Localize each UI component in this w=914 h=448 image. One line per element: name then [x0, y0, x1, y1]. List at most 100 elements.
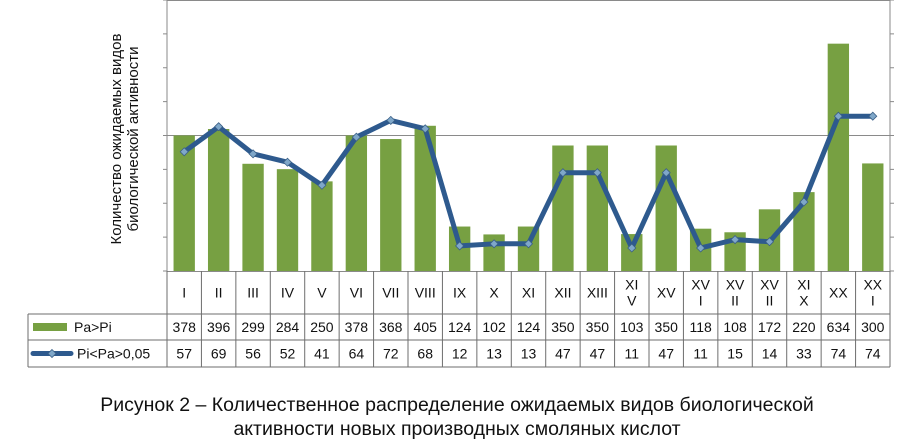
- data-label-pi-pa: 56: [245, 346, 261, 362]
- x-tick-label: XX: [829, 285, 848, 301]
- bar-2: [207, 129, 230, 271]
- data-label-pa-pi: 634: [827, 319, 851, 335]
- data-label-pi-pa: 47: [658, 346, 674, 362]
- point-7: [386, 115, 396, 125]
- data-label-pa-pi: 350: [655, 319, 679, 335]
- x-tick-label: XI X: [797, 277, 810, 309]
- data-label-pi-pa: 33: [796, 346, 812, 362]
- x-tick-label: VII: [382, 285, 399, 301]
- x-tick-label-line: V: [317, 285, 327, 301]
- x-tick-label-line: XV: [691, 277, 710, 293]
- data-label-pa-pi: 378: [345, 319, 369, 335]
- x-tick-label-line: XV: [760, 277, 779, 293]
- point-6: [351, 132, 361, 142]
- data-label-pa-pi: 172: [758, 319, 782, 335]
- point-20: [833, 111, 843, 121]
- x-tick-label-line: II: [766, 293, 774, 309]
- x-tick-label-line: XI: [625, 277, 638, 293]
- point-13: [592, 168, 602, 178]
- point-15: [661, 168, 671, 178]
- point-10: [489, 239, 499, 249]
- data-label-pi-pa: 12: [452, 346, 468, 362]
- data-label-pa-pi: 405: [414, 319, 438, 335]
- data-label-pi-pa: 52: [280, 346, 296, 362]
- data-label-pa-pi: 368: [379, 319, 403, 335]
- bar-7: [380, 139, 402, 271]
- data-label-pa-pi: 284: [276, 319, 300, 335]
- bar-6: [345, 135, 368, 271]
- point-5: [317, 180, 327, 190]
- x-tick-label: V: [317, 285, 327, 301]
- x-tick-label-line: II: [731, 293, 739, 309]
- x-tick-label: XV I: [691, 277, 710, 309]
- x-tick-label-line: X: [799, 293, 809, 309]
- data-label-pa-pi: 124: [448, 319, 472, 335]
- legend-label-pa-pi: Pa>Pi: [74, 319, 112, 335]
- x-tick-label: IX: [453, 285, 467, 301]
- data-label-pa-pi: 103: [620, 319, 644, 335]
- x-tick-label-line: V: [627, 293, 637, 309]
- x-tick-label-line: XI: [522, 285, 535, 301]
- point-11: [523, 239, 534, 249]
- y-axis-label-box: Количество ожидаемых видов биологической…: [94, 8, 156, 270]
- data-table: I II III IV V VI VII VIII IX X XI XII XIII XI V XV XV IXV…: [27, 271, 891, 368]
- x-tick-label-line: IV: [281, 285, 295, 301]
- line-series-pi-pa: [179, 111, 878, 253]
- data-label-pi-pa: 57: [176, 346, 192, 362]
- bar-1: [173, 135, 195, 271]
- bar-5: [311, 181, 333, 271]
- data-label-pa-pi: 124: [517, 319, 541, 335]
- x-tick-label-line: XX: [829, 285, 848, 301]
- data-label-pa-pi: 299: [241, 319, 265, 335]
- x-tick-label-line: III: [247, 285, 259, 301]
- chart: I II III IV V VI VII VIII IX X XI XII XIII XI V XV XV IXV…: [27, 0, 894, 368]
- point-14: [627, 243, 637, 253]
- x-tick-label-line: IX: [453, 285, 467, 301]
- data-label-pa-pi: 350: [551, 319, 575, 335]
- data-label-pa-pi: 108: [723, 319, 747, 335]
- data-label-pa-pi: 350: [586, 319, 610, 335]
- x-tick-label: XII: [554, 285, 571, 301]
- point-17: [730, 235, 740, 245]
- point-19: [799, 197, 809, 207]
- data-label-pi-pa: 68: [417, 346, 433, 362]
- x-tick-label: XX I: [863, 277, 882, 309]
- bar-13: [586, 145, 609, 271]
- data-label-pi-pa: 47: [590, 346, 606, 362]
- data-label-pi-pa: 41: [314, 346, 330, 362]
- point-3: [248, 149, 258, 159]
- point-12: [558, 168, 568, 178]
- x-tick-label: IV: [281, 285, 295, 301]
- data-label-pa-pi: 220: [792, 319, 816, 335]
- x-tick-label-line: XV: [726, 277, 745, 293]
- x-tick-label-line: XI: [797, 277, 810, 293]
- bar-12: [552, 145, 574, 271]
- x-tick-label: XV II: [726, 277, 745, 309]
- x-tick-label: XI: [522, 285, 535, 301]
- bar-4: [276, 169, 299, 271]
- x-tick-label-line: VIII: [415, 285, 436, 301]
- data-label-pa-pi: 378: [173, 319, 197, 335]
- data-label-pi-pa: 13: [521, 346, 537, 362]
- data-label-pa-pi: 300: [861, 319, 885, 335]
- x-tick-label: II: [215, 285, 223, 301]
- x-tick-label-line: I: [699, 293, 703, 309]
- data-label-pi-pa: 64: [349, 346, 365, 362]
- point-21: [868, 111, 878, 121]
- x-tick-label: XV II: [760, 277, 779, 309]
- bar-15: [655, 145, 677, 271]
- x-tick-label: VI: [350, 285, 363, 301]
- data-label-pi-pa: 14: [762, 346, 778, 362]
- bar-3: [242, 163, 264, 271]
- x-tick-label-line: XV: [657, 285, 676, 301]
- data-label-pi-pa: 11: [693, 346, 708, 362]
- point-9: [455, 241, 465, 251]
- y-axis-label: Количество ожидаемых видов биологической…: [108, 33, 142, 245]
- x-tick-label-line: I: [871, 293, 875, 309]
- data-label-pa-pi: 396: [207, 319, 231, 335]
- bar-20: [827, 43, 850, 272]
- x-tick-label-line: VI: [350, 285, 363, 301]
- data-label-pa-pi: 102: [482, 319, 506, 335]
- point-2: [214, 122, 224, 132]
- x-tick-label-line: XX: [863, 277, 882, 293]
